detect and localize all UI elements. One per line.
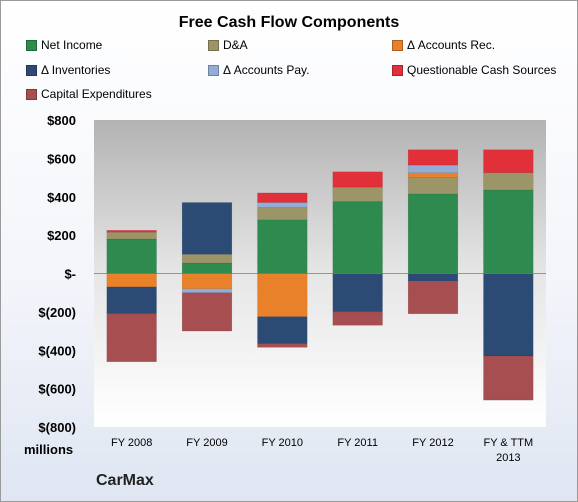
legend-swatch bbox=[208, 39, 219, 51]
bar-segment bbox=[181, 262, 233, 274]
bar-segment bbox=[257, 192, 308, 203]
bar-segment bbox=[407, 177, 459, 195]
bar-segment bbox=[181, 254, 233, 264]
legend: Net Income D&A Δ Accounts Rec. Δ Invento… bbox=[0, 0, 578, 110]
bar-segment bbox=[257, 207, 308, 221]
x-tick-label: 2013 bbox=[496, 452, 520, 464]
legend-swatch bbox=[26, 39, 37, 51]
bar-segment bbox=[332, 311, 383, 326]
bar-segment bbox=[257, 316, 308, 344]
legend-item-accounts-rec: Δ Accounts Rec. bbox=[392, 38, 495, 52]
bar-segment bbox=[181, 288, 233, 293]
x-tick-label: FY 2008 bbox=[111, 437, 152, 449]
y-tick-label: $- bbox=[64, 267, 76, 282]
bar-segment bbox=[106, 286, 157, 315]
bar-segment bbox=[257, 273, 308, 317]
bar-segment bbox=[483, 355, 534, 401]
bar-segment bbox=[332, 171, 383, 188]
bar-segment bbox=[332, 201, 383, 274]
bar-segment bbox=[483, 189, 534, 274]
bar-segment bbox=[407, 149, 459, 166]
bar-segment bbox=[257, 219, 308, 274]
bar-segment bbox=[407, 193, 459, 274]
bar-segment bbox=[483, 149, 534, 174]
bar-segment bbox=[332, 186, 383, 202]
y-tick-label: $200 bbox=[47, 228, 76, 243]
units-label: millions bbox=[24, 442, 74, 457]
x-tick-label: FY 2009 bbox=[186, 437, 227, 449]
y-tick-label: $(600) bbox=[38, 382, 76, 397]
legend-swatch bbox=[392, 39, 403, 51]
y-tick-label: $400 bbox=[47, 190, 76, 205]
bar-segment bbox=[257, 343, 308, 348]
bar-segment bbox=[483, 273, 534, 357]
bar-segment bbox=[181, 292, 233, 332]
bar-segment bbox=[407, 280, 459, 315]
bar-segment bbox=[407, 273, 459, 282]
legend-swatch bbox=[392, 64, 403, 76]
legend-item-accounts-pay: Δ Accounts Pay. bbox=[208, 63, 310, 77]
y-tick-label: $(800) bbox=[38, 420, 76, 435]
legend-swatch bbox=[26, 88, 37, 100]
legend-item-net-income: Net Income bbox=[26, 38, 102, 52]
bar-segment bbox=[106, 238, 157, 274]
bar-segment bbox=[332, 273, 383, 313]
x-tick-label: FY & TTM bbox=[483, 437, 533, 449]
legend-item-d-and-a: D&A bbox=[208, 38, 248, 52]
chart-title: Free Cash Flow Components bbox=[178, 14, 400, 31]
legend-item-capex: Capital Expenditures bbox=[26, 87, 152, 101]
y-tick-label: $800 bbox=[47, 113, 76, 128]
y-tick-label: $(200) bbox=[38, 305, 76, 320]
bar-segment bbox=[106, 313, 157, 363]
bar-segment bbox=[483, 172, 534, 191]
bar-segment bbox=[106, 273, 157, 288]
y-tick-label: $600 bbox=[47, 151, 76, 166]
legend-item-inventories: Δ Inventories bbox=[26, 63, 110, 77]
legend-swatch bbox=[26, 64, 37, 76]
x-tick-label: FY 2012 bbox=[412, 437, 453, 449]
legend-item-questionable-cash: Questionable Cash Sources bbox=[392, 63, 556, 77]
x-tick-label: FY 2010 bbox=[262, 437, 303, 449]
bar-segment bbox=[407, 164, 459, 174]
bar-segment bbox=[257, 202, 308, 208]
company-name: CarMax bbox=[96, 472, 154, 489]
y-tick-label: $(400) bbox=[38, 343, 76, 358]
bar-segment bbox=[106, 231, 157, 240]
bar-segment bbox=[407, 172, 459, 178]
bar-segment bbox=[181, 273, 233, 290]
bar-segment bbox=[181, 202, 233, 255]
legend-swatch bbox=[208, 64, 219, 76]
x-tick-label: FY 2011 bbox=[337, 437, 378, 449]
bar-segment bbox=[106, 230, 157, 233]
